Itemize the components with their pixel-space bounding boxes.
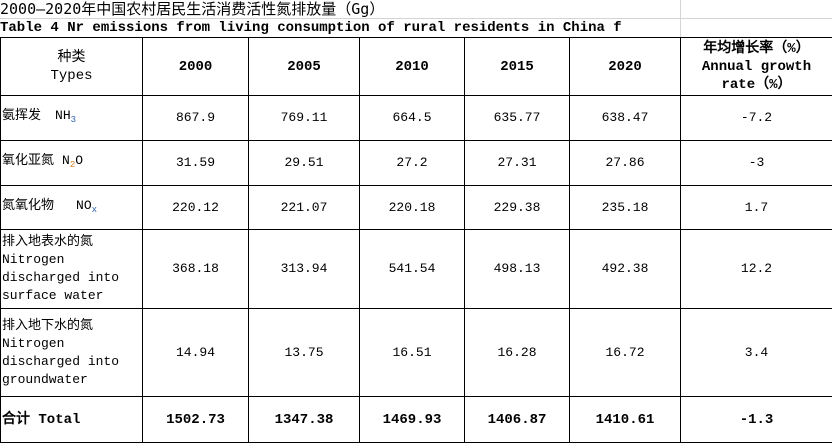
value-cell[interactable]: 31.59: [142, 140, 249, 186]
value-cell[interactable]: 368.18: [142, 229, 249, 309]
table-row: 氨挥发 NH3 867.9 769.11 664.5 635.77 638.47 …: [0, 95, 832, 141]
formula-base: NH: [55, 108, 71, 123]
header-growth[interactable]: 年均增长率（%） Annual growth rate（%）: [680, 37, 832, 96]
value-cell[interactable]: 27.31: [464, 140, 570, 186]
total-value[interactable]: 1347.38: [248, 396, 360, 443]
type-cn: 氧化亚氮: [2, 153, 55, 168]
type-cell[interactable]: 排入地表水的氮 Nitrogen discharged into surface …: [0, 229, 143, 309]
value-cell[interactable]: 221.07: [248, 185, 360, 230]
type-cn: 氨挥发: [2, 108, 42, 123]
formula: N2O: [62, 153, 84, 170]
value-cell[interactable]: 27.86: [569, 140, 681, 186]
value-cell[interactable]: 867.9: [142, 95, 249, 141]
value-cell[interactable]: 16.28: [464, 308, 570, 397]
value-cell[interactable]: 27.2: [359, 140, 465, 186]
header-growth-en: Annual growth rate（%）: [701, 58, 812, 93]
header-row: 种类 Types 2000 2005 2010 2015 2020 年均增长率（%…: [0, 37, 832, 96]
value-cell[interactable]: 498.13: [464, 229, 570, 309]
total-label[interactable]: 合计 Total: [0, 396, 143, 443]
total-value[interactable]: 1406.87: [464, 396, 570, 443]
type-cell[interactable]: 氧化亚氮 N2O: [0, 140, 143, 186]
header-year[interactable]: 2010: [359, 37, 465, 96]
value-cell[interactable]: 769.11: [248, 95, 360, 141]
growth-cell[interactable]: 12.2: [680, 229, 832, 309]
header-types-en: Types: [50, 67, 93, 84]
total-value[interactable]: 1410.61: [569, 396, 681, 443]
formula-base: N: [62, 153, 70, 168]
formula-base: NO: [76, 197, 92, 213]
header-year[interactable]: 2000: [142, 37, 249, 96]
header-year[interactable]: 2020: [569, 37, 681, 96]
table-row: 氧化亚氮 N2O 31.59 29.51 27.2 27.31 27.86 -3: [0, 140, 832, 186]
growth-cell[interactable]: 1.7: [680, 185, 832, 230]
growth-cell[interactable]: -3: [680, 140, 832, 186]
formula-sub: x: [91, 204, 98, 215]
value-cell[interactable]: 635.77: [464, 95, 570, 141]
value-cell[interactable]: 235.18: [569, 185, 681, 230]
table-row: 排入地下水的氮 Nitrogen discharged into groundwa…: [0, 308, 832, 397]
emissions-table: 种类 Types 2000 2005 2010 2015 2020 年均增长率（%…: [0, 37, 832, 443]
header-growth-cn: 年均增长率（%）: [703, 40, 810, 57]
total-value[interactable]: 1469.93: [359, 396, 465, 443]
table-title-en: Table 4 Nr emissions from living consump…: [0, 20, 622, 36]
total-value[interactable]: 1502.73: [142, 396, 249, 443]
header-year[interactable]: 2015: [464, 37, 570, 96]
type-cn: 排入地表水的氮: [2, 234, 94, 249]
type-cell[interactable]: 氮氧化物 NOx: [0, 185, 143, 230]
value-cell[interactable]: 13.75: [248, 308, 360, 397]
type-cell[interactable]: 氨挥发 NH3: [0, 95, 143, 141]
header-year[interactable]: 2005: [248, 37, 360, 96]
value-cell[interactable]: 220.18: [359, 185, 465, 230]
value-cell[interactable]: 492.38: [569, 229, 681, 309]
header-types[interactable]: 种类 Types: [0, 37, 143, 96]
total-row: 合计 Total 1502.73 1347.38 1469.93 1406.87…: [0, 396, 832, 443]
table-title-cn: 2000—2020年中国农村居民生活消费活性氮排放量（Gg）: [0, 0, 832, 19]
value-cell[interactable]: 229.38: [464, 185, 570, 230]
value-cell[interactable]: 664.5: [359, 95, 465, 141]
value-cell[interactable]: 29.51: [248, 140, 360, 186]
value-cell[interactable]: 541.54: [359, 229, 465, 309]
value-cell[interactable]: 220.12: [142, 185, 249, 230]
type-cell[interactable]: 排入地下水的氮 Nitrogen discharged into groundwa…: [0, 308, 143, 397]
type-en: Nitrogen discharged into groundwater: [2, 335, 120, 387]
value-cell[interactable]: 14.94: [142, 308, 249, 397]
table-row: 氮氧化物 NOx 220.12 221.07 220.18 229.38 235.…: [0, 185, 832, 230]
growth-cell[interactable]: -7.2: [680, 95, 832, 141]
formula-sub: 3: [70, 115, 77, 125]
value-cell[interactable]: 313.94: [248, 229, 360, 309]
growth-cell[interactable]: 3.4: [680, 308, 832, 397]
formula: NH3: [55, 108, 77, 125]
value-cell[interactable]: 638.47: [569, 95, 681, 141]
total-growth[interactable]: -1.3: [680, 396, 832, 443]
type-cn: 氮氧化物: [2, 197, 55, 213]
formula-tail: O: [75, 153, 84, 168]
table-row: 排入地表水的氮 Nitrogen discharged into surface …: [0, 229, 832, 309]
value-cell[interactable]: 16.72: [569, 308, 681, 397]
header-types-cn: 种类: [57, 49, 86, 66]
type-cn: 排入地下水的氮: [2, 317, 94, 333]
formula-sub: 2: [69, 160, 76, 170]
formula: NOx: [76, 197, 98, 215]
type-en: Nitrogen discharged into surface water: [2, 252, 120, 303]
grid-line: [680, 0, 681, 38]
value-cell[interactable]: 16.51: [359, 308, 465, 397]
